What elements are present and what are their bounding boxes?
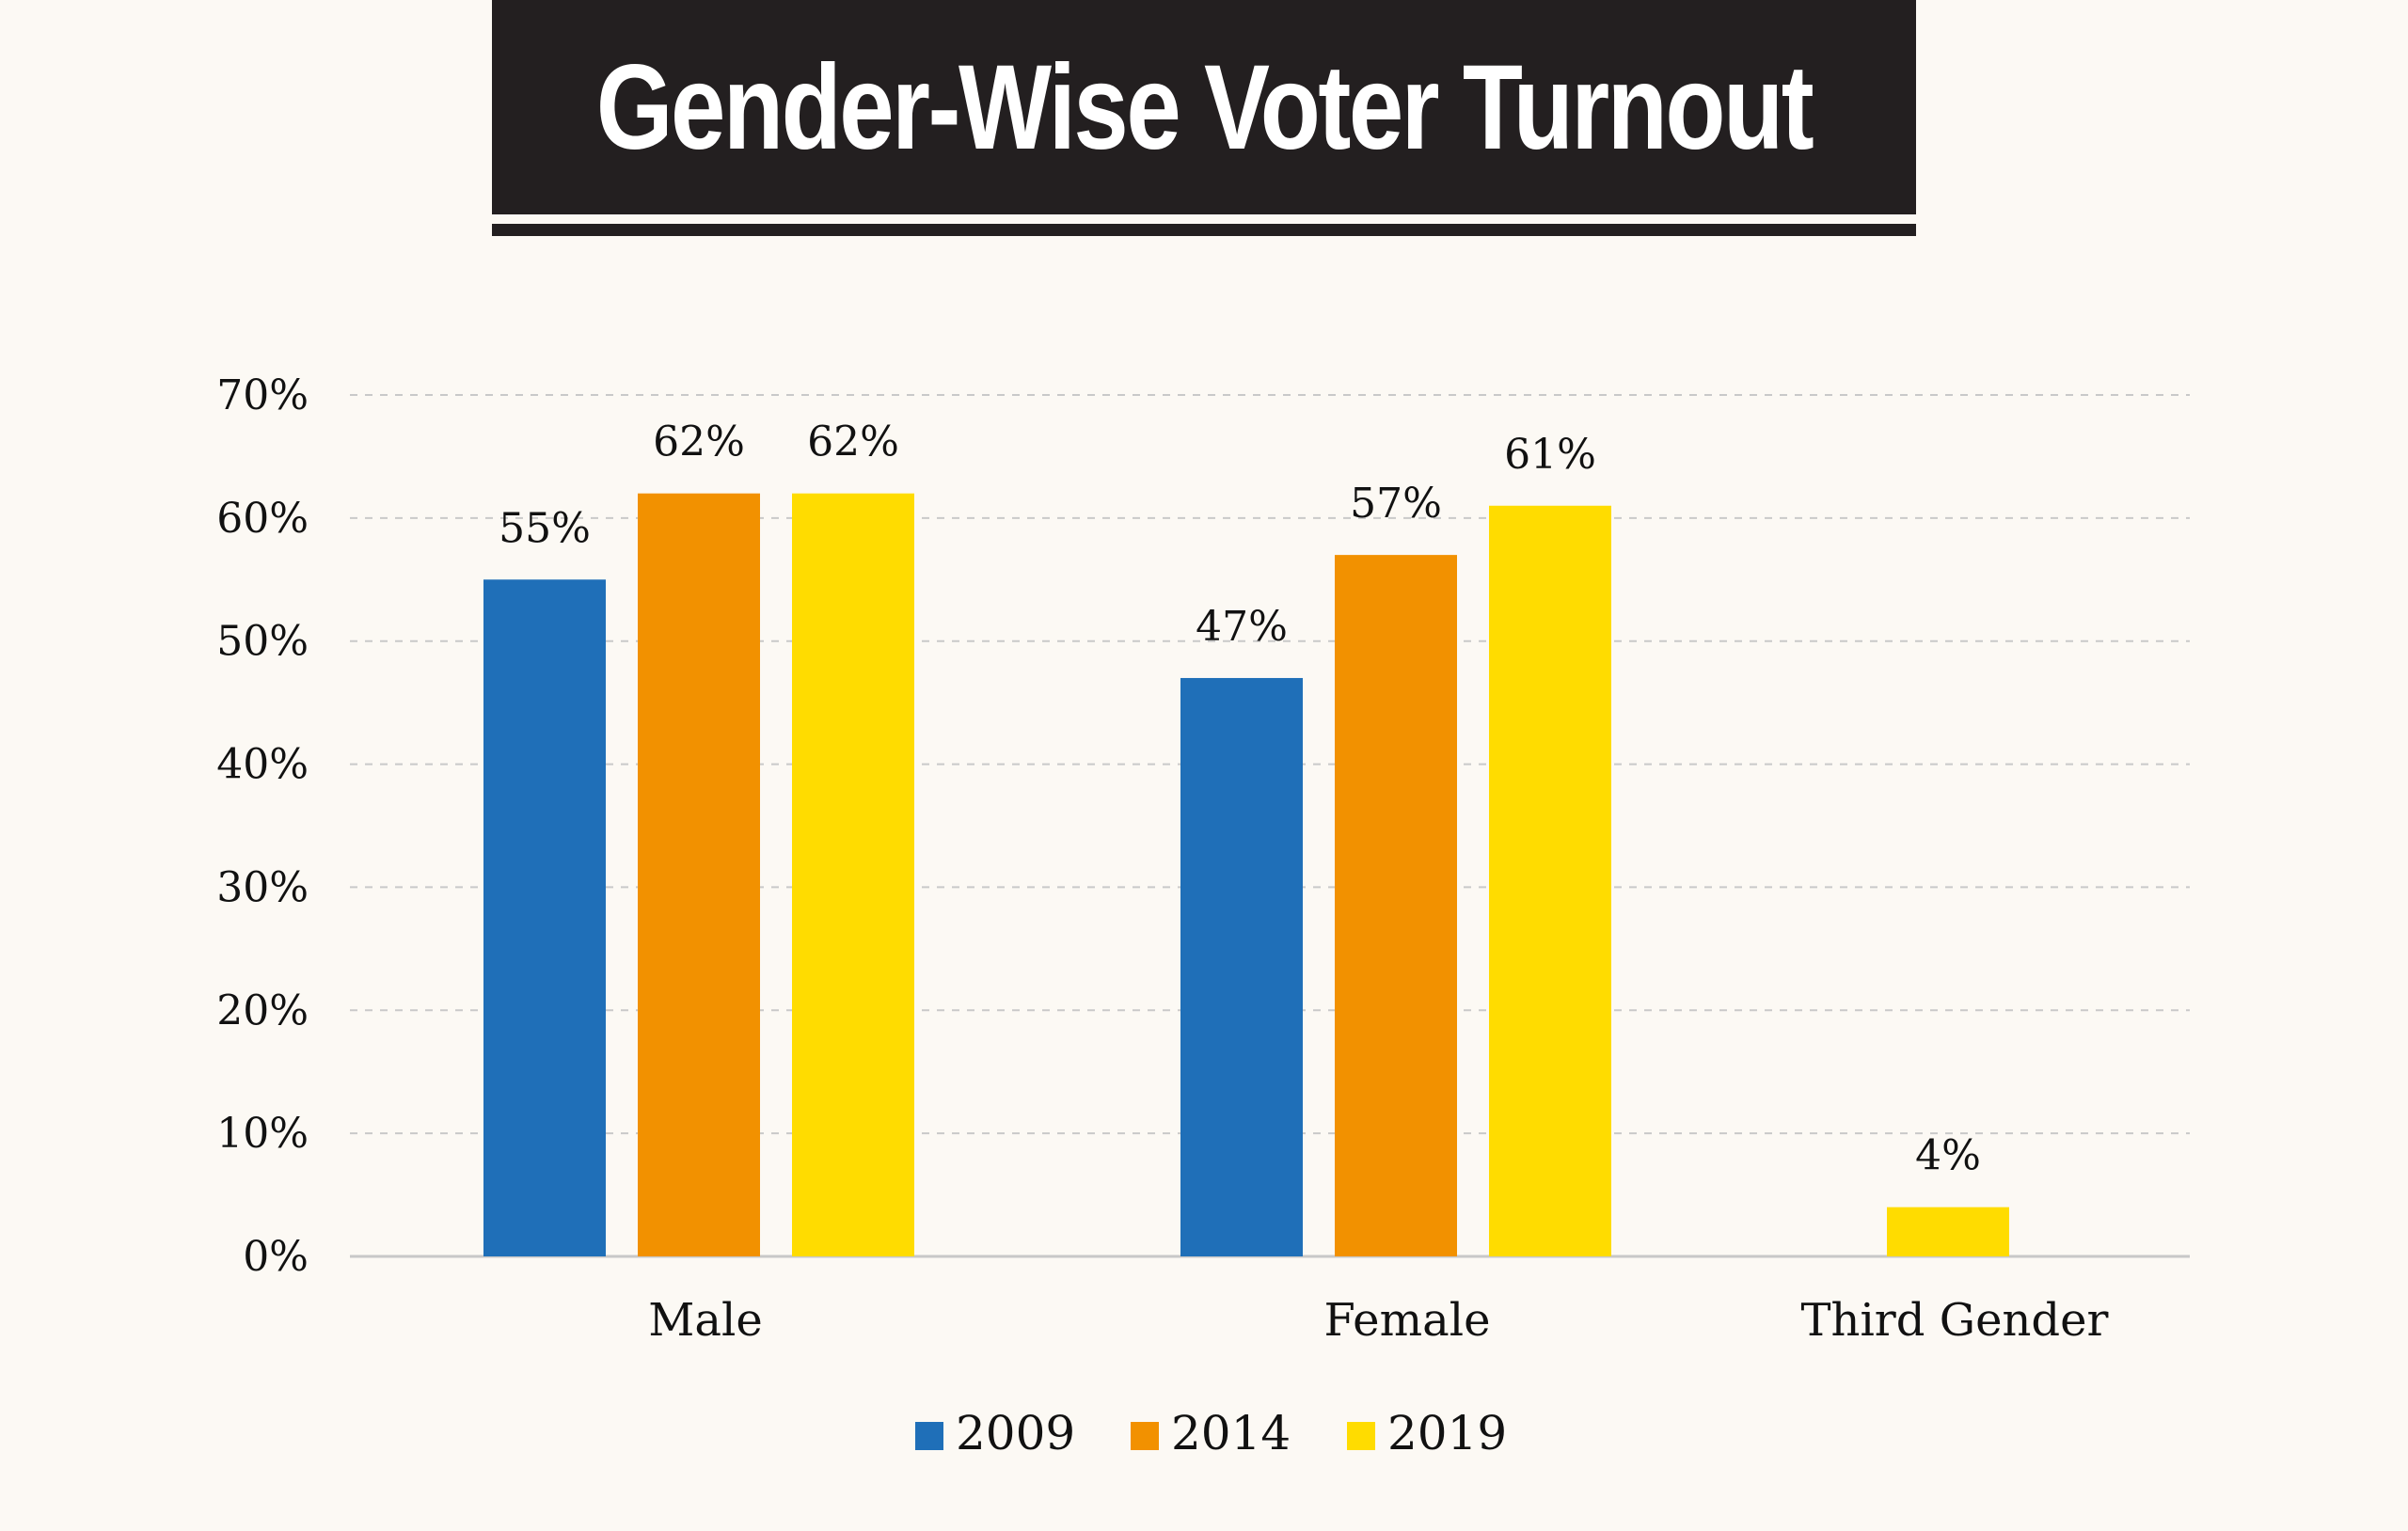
data-label: 62%: [807, 418, 899, 466]
legend-item-2014: 2014: [1131, 1406, 1291, 1460]
y-tick-label: 20%: [216, 986, 309, 1034]
legend-label: 2009: [956, 1406, 1075, 1460]
data-label: 57%: [1350, 480, 1442, 528]
y-axis-ticks: 0% 10% 20% 30% 40% 50% 60% 70%: [216, 371, 309, 1281]
category-label: Male: [648, 1294, 763, 1347]
bar-2014-female: [1335, 555, 1457, 1256]
legend-swatch: [915, 1422, 943, 1450]
legend-label: 2014: [1171, 1406, 1291, 1460]
bar-2019-female: [1489, 505, 1611, 1256]
title-underline: [492, 224, 1916, 236]
title-banner: Gender-Wise Voter Turnout: [492, 0, 1916, 214]
x-axis-categories: Male Female Third Gender: [648, 1294, 2108, 1347]
y-tick-label: 40%: [216, 741, 309, 789]
data-label: 47%: [1196, 603, 1288, 651]
data-label: 61%: [1504, 431, 1596, 479]
y-tick-label: 60%: [216, 495, 309, 543]
category-label: Third Gender: [1801, 1294, 2109, 1347]
bar-2014-male: [638, 493, 760, 1256]
legend-swatch: [1131, 1422, 1159, 1450]
data-label: 62%: [653, 418, 745, 466]
category-label: Female: [1324, 1294, 1491, 1347]
legend-label: 2019: [1387, 1406, 1507, 1460]
legend: 2009 2014 2019: [915, 1406, 1507, 1460]
y-tick-label: 0%: [243, 1233, 309, 1281]
data-label: 55%: [499, 504, 591, 552]
y-tick-label: 50%: [216, 618, 309, 666]
legend-item-2009: 2009: [915, 1406, 1075, 1460]
bar-2009-male: [483, 579, 606, 1256]
bars: [483, 493, 2009, 1256]
bar-2019-male: [792, 493, 914, 1256]
y-tick-label: 30%: [216, 863, 309, 911]
data-label: 4%: [1915, 1132, 1981, 1180]
bar-2019-third-gender: [1887, 1207, 2009, 1256]
y-tick-label: 10%: [216, 1110, 309, 1158]
y-tick-label: 70%: [216, 371, 309, 419]
chart-title: Gender-Wise Voter Turnout: [595, 39, 1814, 175]
legend-swatch: [1347, 1422, 1375, 1450]
legend-item-2019: 2019: [1347, 1406, 1507, 1460]
bar-2009-female: [1180, 677, 1303, 1256]
data-labels: 55% 47% 62% 57% 62% 61% 4%: [499, 418, 1981, 1180]
